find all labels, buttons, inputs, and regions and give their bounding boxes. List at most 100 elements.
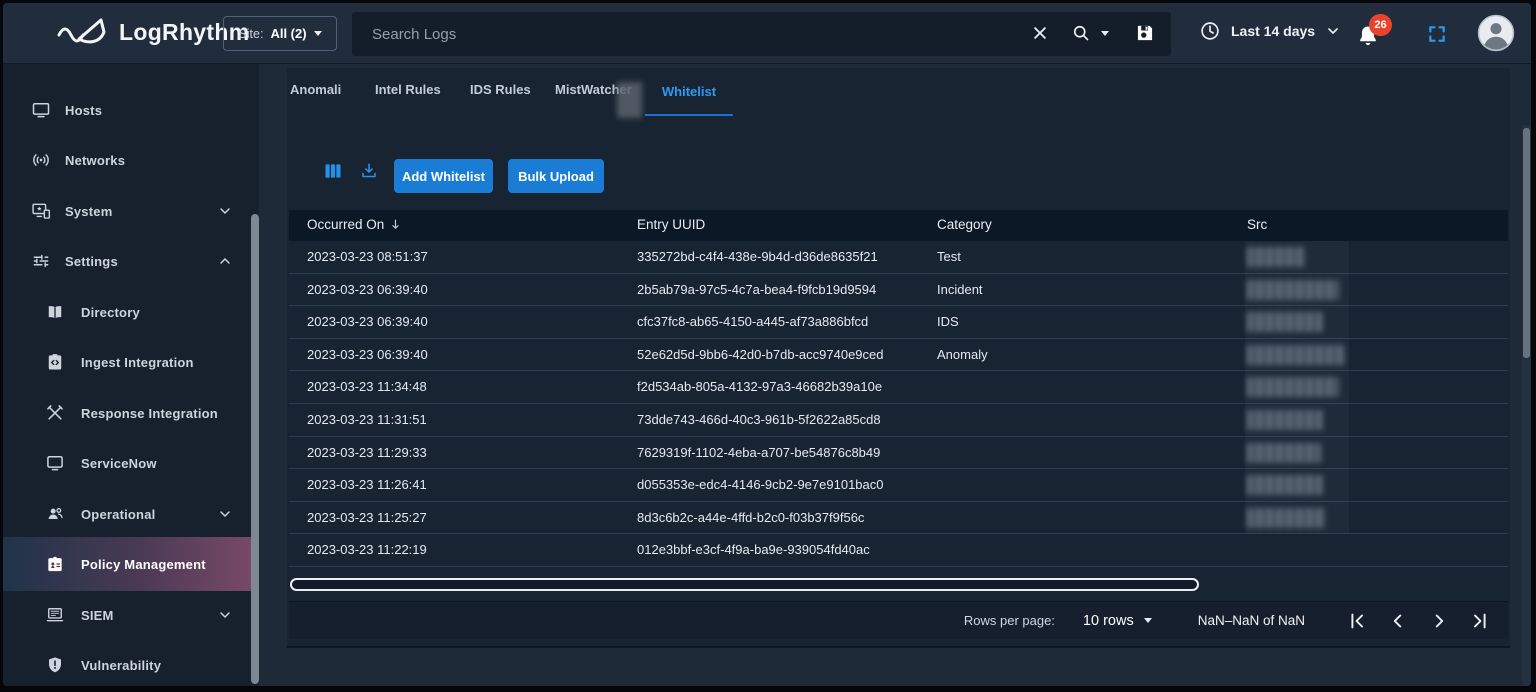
table-row[interactable]: 2023-03-23 06:39:40 cfc37fc8-ab65-4150-a… bbox=[289, 306, 1508, 339]
app-frame: LogRhythm Site: All (2) bbox=[3, 3, 1531, 686]
rows-per-page-value: 10 rows bbox=[1082, 612, 1134, 629]
bulk-upload-button[interactable]: Bulk Upload bbox=[508, 159, 604, 193]
sidebar-item-siem[interactable]: SIEM bbox=[3, 590, 259, 640]
entry-uuid-cell: 7629319f-1102-4eba-a707-be54876c8b49 bbox=[637, 444, 881, 460]
tab-mistwatcher[interactable]: MistWatcher bbox=[555, 82, 632, 97]
first-page-button[interactable] bbox=[1345, 609, 1369, 633]
horizontal-scrollbar[interactable] bbox=[290, 578, 1199, 591]
entry-uuid-cell: 335272bd-c4f4-438e-9b4d-d36de8635f21 bbox=[637, 249, 878, 264]
sidebar-item-label: Policy Management bbox=[81, 556, 206, 572]
sidebar-item-policy-management[interactable]: Policy Management bbox=[3, 537, 259, 591]
sidebar-item-label: ServiceNow bbox=[81, 455, 157, 471]
column-header-entry-uuid[interactable]: Entry UUID bbox=[637, 217, 705, 232]
redacted-src-value bbox=[1247, 409, 1323, 430]
table-row[interactable]: 2023-03-23 08:51:37 335272bd-c4f4-438e-9… bbox=[289, 241, 1508, 274]
category-cell: Incident bbox=[937, 281, 983, 297]
columns-icon[interactable] bbox=[323, 161, 343, 181]
sidebar-item-label: Networks bbox=[65, 152, 126, 168]
entry-uuid-cell: cfc37fc8-ab65-4150-a445-af73a886bfcd bbox=[637, 314, 869, 330]
clipboard-code-icon bbox=[45, 352, 65, 372]
column-header-category[interactable]: Category bbox=[937, 217, 992, 232]
search-icon[interactable] bbox=[1071, 23, 1091, 43]
laptop-icon bbox=[45, 605, 65, 625]
column-label: Src bbox=[1247, 217, 1268, 232]
table-row[interactable]: 2023-03-23 06:39:40 2b5ab79a-97c5-4c7a-b… bbox=[289, 274, 1508, 307]
sidebar-scrollbar[interactable] bbox=[251, 214, 259, 684]
category-cell: Anomaly bbox=[937, 346, 988, 362]
sort-descending-icon bbox=[392, 219, 399, 230]
sidebar-item-label: Settings bbox=[65, 253, 118, 269]
table-row[interactable]: 2023-03-23 11:22:19 012e3bbf-e3cf-4f9a-b… bbox=[289, 534, 1508, 567]
logrhythm-logo[interactable]: LogRhythm bbox=[57, 16, 249, 48]
occurred-on-cell: 2023-03-23 11:26:41 bbox=[307, 477, 427, 493]
table-row[interactable]: 2023-03-23 11:34:48 f2d534ab-805a-4132-9… bbox=[289, 371, 1508, 404]
rows-per-page-caret-icon bbox=[1143, 618, 1152, 623]
previous-page-button[interactable] bbox=[1386, 609, 1410, 633]
rows-per-page-select[interactable]: 10 rows bbox=[1083, 613, 1152, 629]
column-label: Entry UUID bbox=[637, 217, 706, 232]
sidebar-item-operational[interactable]: Operational bbox=[3, 489, 259, 539]
sidebar-item-label: Directory bbox=[81, 304, 140, 320]
monitor-icon bbox=[31, 100, 51, 120]
save-search-icon[interactable] bbox=[1135, 23, 1155, 43]
redacted-src-value bbox=[1247, 279, 1339, 300]
window-scrollbar-thumb[interactable] bbox=[1523, 128, 1530, 358]
window-scrollbar-track[interactable] bbox=[1522, 125, 1531, 686]
tab-ids-rules[interactable]: IDS Rules bbox=[470, 82, 531, 97]
next-page-button[interactable] bbox=[1427, 609, 1451, 633]
pagination-bar: Rows per page: 10 rows NaN–NaN of NaN bbox=[289, 601, 1508, 639]
sidebar-nav: Hosts Networks System bbox=[3, 64, 259, 686]
redacted-src-value bbox=[1247, 507, 1325, 528]
main-content: Anomali Intel Rules IDS Rules MistWatche… bbox=[259, 64, 1531, 686]
table-row[interactable]: 2023-03-23 11:31:51 73dde743-466d-40c3-9… bbox=[289, 404, 1508, 437]
sliders-icon bbox=[31, 251, 51, 271]
chevron-down-icon bbox=[217, 506, 233, 522]
chevron-up-icon bbox=[217, 253, 233, 269]
sidebar-item-label: Operational bbox=[81, 506, 156, 522]
table-header: Occurred On Entry UUID Category Src bbox=[289, 210, 1508, 241]
sidebar-item-networks[interactable]: Networks bbox=[3, 135, 259, 185]
sidebar-item-servicenow[interactable]: ServiceNow bbox=[3, 438, 259, 488]
user-avatar[interactable] bbox=[1477, 14, 1515, 52]
sidebar-item-label: Hosts bbox=[65, 102, 103, 118]
sidebar-item-vulnerability[interactable]: Vulnerability bbox=[3, 640, 259, 686]
sidebar-item-ingest-integration[interactable]: Ingest Integration bbox=[3, 337, 259, 387]
chevron-down-icon bbox=[217, 203, 233, 219]
tab-whitelist[interactable]: Whitelist bbox=[645, 68, 733, 116]
table-row[interactable]: 2023-03-23 11:25:27 8d3c6b2c-a44e-4ffd-b… bbox=[289, 502, 1508, 535]
clear-search-icon[interactable] bbox=[1031, 24, 1049, 42]
last-page-button[interactable] bbox=[1468, 609, 1492, 633]
occurred-on-cell: 2023-03-23 11:34:48 bbox=[307, 379, 427, 395]
tab-anomali[interactable]: Anomali bbox=[290, 82, 342, 97]
sidebar-item-settings[interactable]: Settings bbox=[3, 236, 259, 286]
time-range-selector[interactable]: Last 14 days bbox=[1199, 20, 1341, 42]
occurred-on-cell: 2023-03-23 11:29:33 bbox=[307, 444, 427, 460]
sidebar-item-directory[interactable]: Directory bbox=[3, 287, 259, 337]
column-header-src[interactable]: Src bbox=[1247, 217, 1267, 232]
fullscreen-icon[interactable] bbox=[1427, 24, 1447, 44]
add-whitelist-button[interactable]: Add Whitelist bbox=[394, 159, 493, 193]
chevron-down-icon bbox=[217, 607, 233, 623]
occurred-on-cell: 2023-03-23 06:39:40 bbox=[307, 346, 428, 362]
download-icon[interactable] bbox=[359, 161, 379, 181]
site-selector-value: All (2) bbox=[270, 26, 307, 41]
column-header-occurred-on[interactable]: Occurred On bbox=[307, 217, 403, 232]
entry-uuid-cell: 52e62d5d-9bb6-42d0-b7db-acc9740e9ced bbox=[637, 346, 884, 362]
table-row[interactable]: 2023-03-23 11:26:41 d055353e-edc4-4146-9… bbox=[289, 469, 1508, 502]
sidebar-item-hosts[interactable]: Hosts bbox=[3, 85, 259, 135]
site-selector-label: Site: bbox=[238, 26, 264, 41]
table-row[interactable]: 2023-03-23 06:39:40 52e62d5d-9bb6-42d0-b… bbox=[289, 339, 1508, 372]
site-selector[interactable]: Site: All (2) bbox=[223, 16, 337, 51]
tab-intel-rules[interactable]: Intel Rules bbox=[375, 82, 441, 97]
entry-uuid-cell: 012e3bbf-e3cf-4f9a-ba9e-939054fd40ac bbox=[637, 542, 870, 558]
pagination-nav bbox=[1345, 609, 1492, 633]
search-input[interactable] bbox=[372, 12, 972, 56]
sidebar-item-system[interactable]: System bbox=[3, 186, 259, 236]
sidebar-item-response-integration[interactable]: Response Integration bbox=[3, 388, 259, 438]
occurred-on-cell: 2023-03-23 11:22:19 bbox=[307, 542, 427, 558]
occurred-on-cell: 2023-03-23 11:31:51 bbox=[307, 411, 427, 427]
book-icon bbox=[45, 302, 65, 322]
search-options-caret-icon[interactable] bbox=[1101, 31, 1109, 36]
category-cell: Test bbox=[937, 249, 961, 264]
table-row[interactable]: 2023-03-23 11:29:33 7629319f-1102-4eba-a… bbox=[289, 437, 1508, 470]
